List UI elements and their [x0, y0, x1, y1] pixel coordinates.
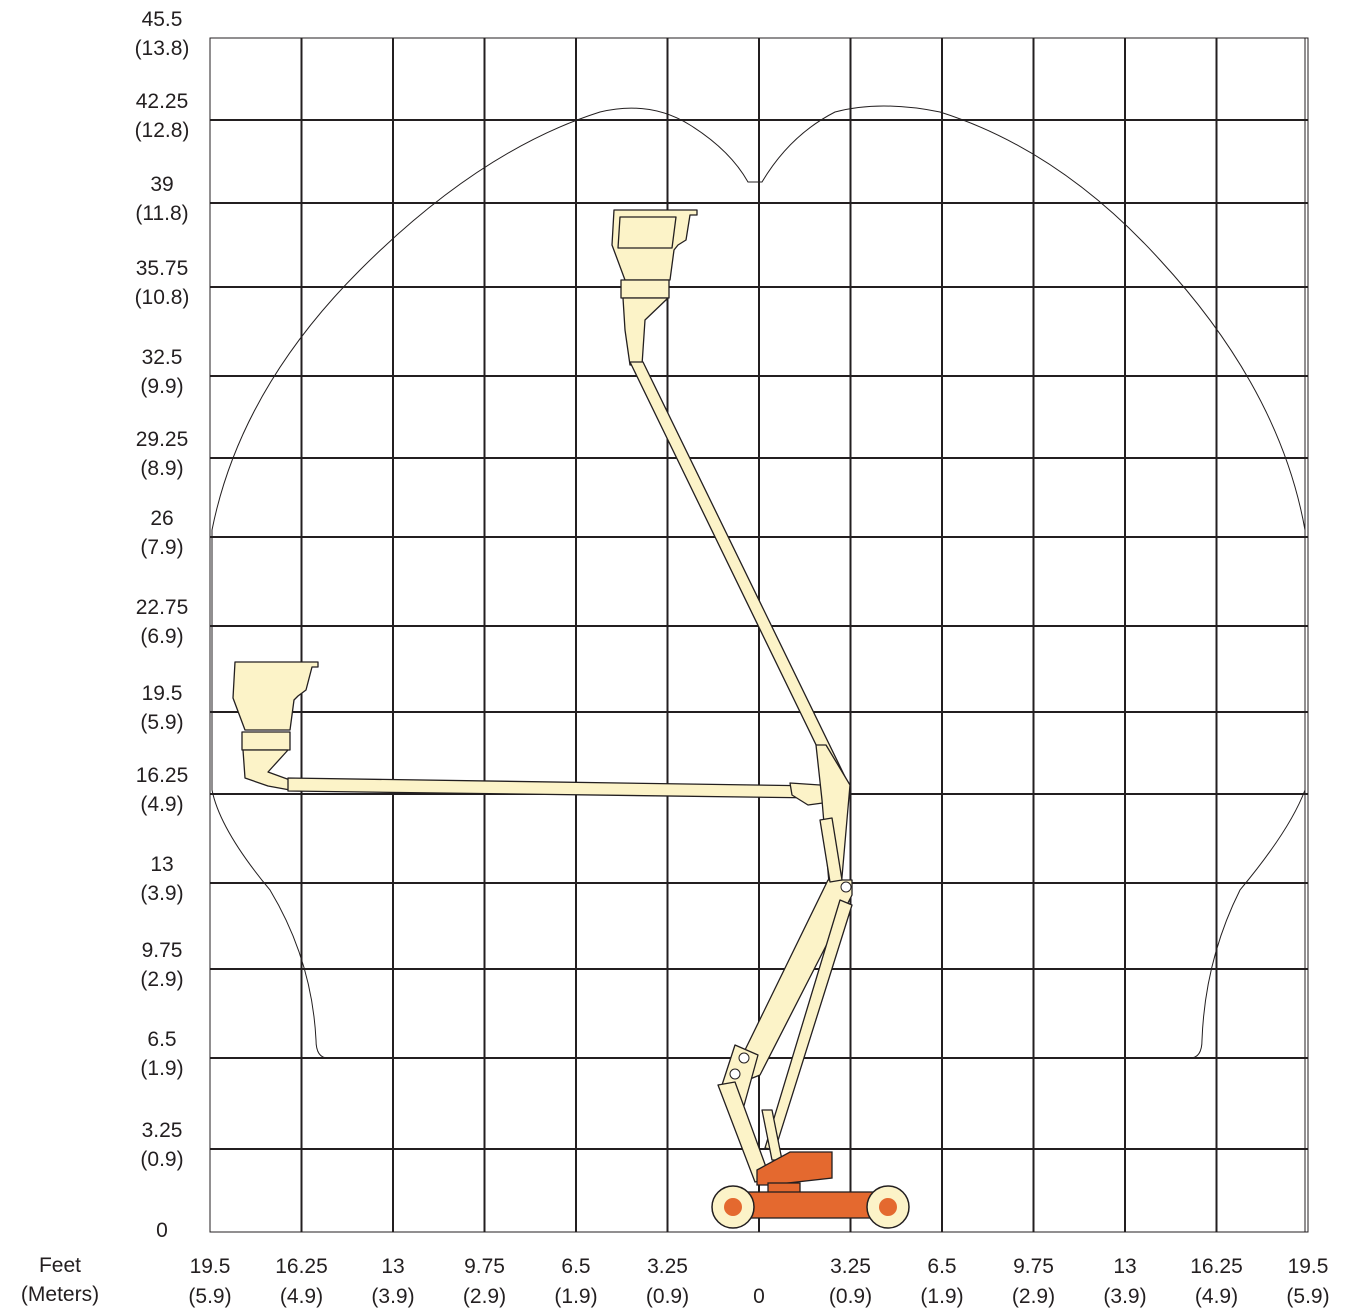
- platform-upper: [611, 209, 851, 791]
- y-label-meters: (3.9): [140, 882, 183, 905]
- y-label-meters: (2.9): [140, 968, 183, 991]
- x-label-feet: 3.25: [647, 1255, 688, 1278]
- y-label-feet: 19.5: [142, 682, 183, 705]
- x-label-meters: (1.9): [920, 1285, 963, 1308]
- unit-meters: (Meters): [21, 1283, 99, 1306]
- y-label-meters: (7.9): [140, 536, 183, 559]
- y-label-meters: (9.9): [140, 375, 183, 398]
- x-label-meters: (3.9): [371, 1285, 414, 1308]
- x-label-meters: (1.9): [554, 1285, 597, 1308]
- x-label-feet: 16.25: [275, 1255, 328, 1278]
- y-label-feet: 13: [150, 853, 173, 876]
- y-label-meters: (11.8): [135, 202, 188, 225]
- x-label-meters: (2.9): [463, 1285, 506, 1308]
- lower-boom: [717, 744, 853, 1183]
- x-label-feet: 9.75: [464, 1255, 505, 1278]
- y-label-meters: (5.9): [140, 711, 183, 734]
- x-label-feet: 9.75: [1013, 1255, 1054, 1278]
- y-label-feet: 16.25: [136, 764, 189, 787]
- y-label-feet: 6.5: [147, 1028, 176, 1051]
- x-label-feet: 6.5: [561, 1255, 590, 1278]
- chassis: [711, 1151, 910, 1229]
- y-label-meters: (13.8): [135, 37, 190, 60]
- working-envelope: [211, 105, 1306, 1059]
- y-label-meters: (0.9): [140, 1148, 183, 1171]
- y-label-meters: (4.9): [140, 793, 183, 816]
- y-label-feet: 22.75: [136, 596, 189, 619]
- y-label-feet: 3.25: [142, 1119, 183, 1142]
- platform-lower: [232, 661, 851, 806]
- x-label-feet: 6.5: [927, 1255, 956, 1278]
- y-label-feet: 39: [150, 173, 173, 196]
- x-label-feet: 13: [1113, 1255, 1136, 1278]
- y-label-feet: 45.5: [142, 8, 183, 31]
- y-label-feet: 29.25: [136, 428, 189, 451]
- x-label-meters: (3.9): [1103, 1285, 1146, 1308]
- x-label-feet: 13: [381, 1255, 404, 1278]
- y-label-feet: 26: [150, 507, 173, 530]
- x-label-meters: (0.9): [646, 1285, 689, 1308]
- x-label-feet: 19.5: [1288, 1255, 1329, 1278]
- x-label-feet: 19.5: [190, 1255, 231, 1278]
- x-label-feet: 0: [753, 1285, 765, 1308]
- x-label-meters: (5.9): [1286, 1285, 1329, 1308]
- y-label-meters: (10.8): [135, 286, 190, 309]
- x-label-meters: (4.9): [1195, 1285, 1238, 1308]
- unit-feet: Feet: [39, 1254, 81, 1277]
- y-label-feet: 35.75: [136, 257, 189, 280]
- labels: 45.5 (13.8) 42.25 (12.8) 39 (11.8) 35.75 (10.8)…: [21, 8, 1330, 1308]
- x-label-meters: (5.9): [188, 1285, 231, 1308]
- y-label-feet: 9.75: [142, 939, 183, 962]
- y-label-meters: (6.9): [140, 625, 183, 648]
- y-label-feet: 0: [156, 1219, 168, 1242]
- x-label-feet: 3.25: [830, 1255, 871, 1278]
- x-label-meters: (4.9): [280, 1285, 323, 1308]
- y-label-feet: 32.5: [142, 346, 183, 369]
- y-label-meters: (8.9): [140, 457, 183, 480]
- x-label-meters: (0.9): [829, 1285, 872, 1308]
- x-label-meters: (2.9): [1012, 1285, 1055, 1308]
- y-label-meters: (12.8): [135, 119, 190, 142]
- x-label-feet: 16.25: [1190, 1255, 1243, 1278]
- y-label-feet: 42.25: [136, 90, 189, 113]
- y-label-meters: (1.9): [140, 1057, 183, 1080]
